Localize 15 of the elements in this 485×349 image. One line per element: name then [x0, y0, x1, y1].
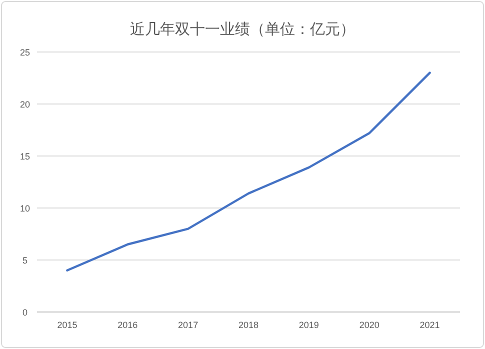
- x-tick-label: 2019: [298, 320, 319, 330]
- y-tick-label: 20: [20, 100, 30, 110]
- y-tick-label: 5: [22, 256, 28, 266]
- chart-title: 近几年双十一业绩（单位：亿元）: [130, 21, 355, 38]
- x-tick-label: 2021: [420, 320, 440, 330]
- x-tick-label: 2016: [118, 320, 138, 330]
- line-series: [66, 72, 431, 272]
- x-tick-label: 2018: [238, 320, 259, 330]
- x-tick-label: 2017: [178, 320, 198, 330]
- y-tick-label: 25: [20, 48, 30, 58]
- y-tick-label: 10: [20, 204, 30, 214]
- x-tick-label: 2015: [57, 320, 78, 330]
- y-tick-label: 15: [20, 152, 30, 162]
- y-tick-label: 0: [22, 308, 28, 318]
- x-tick-label: 2020: [359, 320, 380, 330]
